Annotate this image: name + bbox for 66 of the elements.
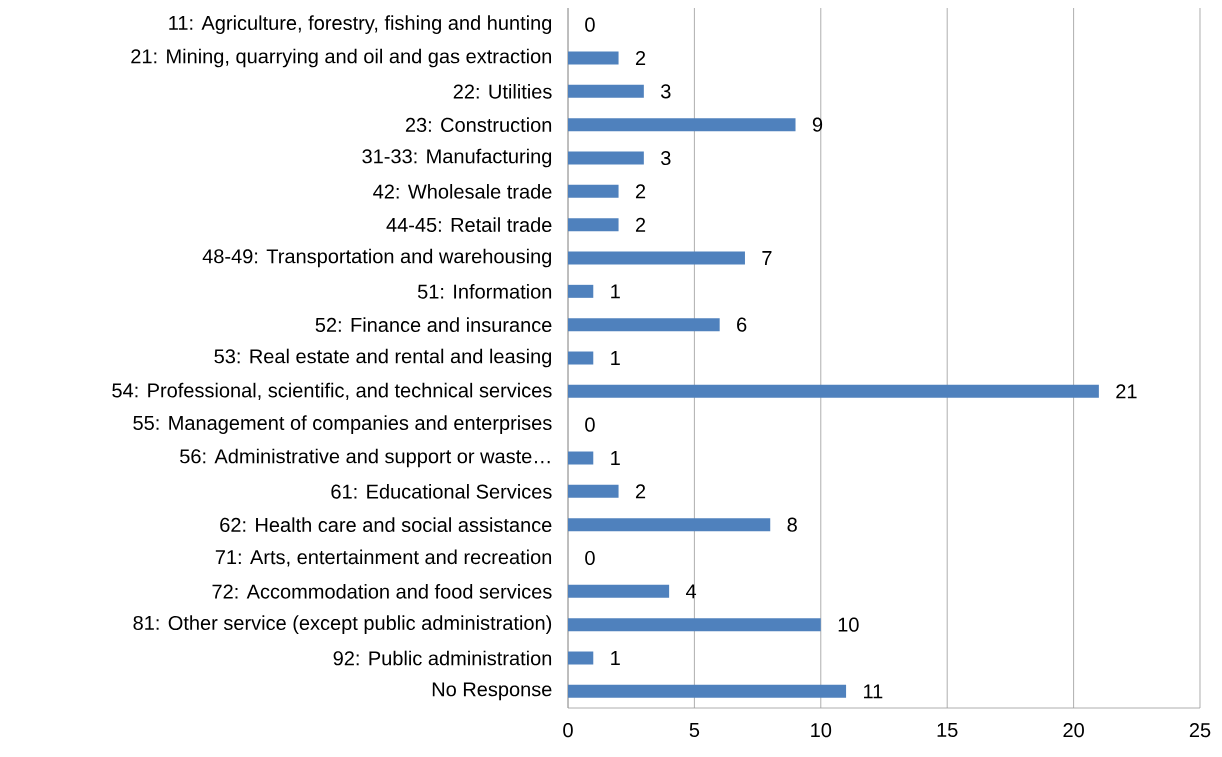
data-label: 2 bbox=[635, 217, 646, 232]
bar bbox=[568, 384, 1099, 398]
bar bbox=[568, 251, 745, 265]
data-label: 10 bbox=[838, 617, 859, 632]
y-tick-label: 62: Health care and social assistance bbox=[220, 517, 552, 533]
y-tick-label: 51: Information bbox=[417, 284, 552, 299]
bar bbox=[568, 684, 847, 698]
x-tick-label: 10 bbox=[811, 723, 832, 738]
y-tick-label: 42: Wholesale trade bbox=[373, 184, 552, 199]
y-tick-label: 72: Accommodation and food services bbox=[212, 584, 552, 599]
bar bbox=[568, 651, 594, 665]
y-tick-label: 55: Management of companies and enterprises bbox=[133, 415, 552, 434]
data-label: 1 bbox=[611, 284, 620, 299]
bar bbox=[568, 318, 720, 332]
data-label: 0 bbox=[585, 17, 595, 32]
y-tick-label: 52: Finance and insurance bbox=[315, 317, 552, 333]
data-label: 7 bbox=[762, 251, 772, 265]
bar bbox=[568, 84, 644, 98]
y-tick-label: 23: Construction bbox=[405, 117, 552, 133]
bar bbox=[568, 184, 619, 198]
x-tick-label: 15 bbox=[937, 723, 958, 738]
x-tick-label: 20 bbox=[1063, 723, 1084, 738]
y-tick-label: 92: Public administration bbox=[333, 650, 552, 666]
bar bbox=[568, 451, 594, 465]
y-tick-label: 81: Other service (except public administration) bbox=[133, 615, 552, 634]
bar bbox=[568, 484, 619, 498]
y-tick-label: 54: Professional, scientific, and technical services bbox=[112, 382, 552, 400]
x-tick-label: 25 bbox=[1189, 723, 1211, 738]
y-tick-label: 61: Educational Services bbox=[331, 484, 552, 499]
y-tick-label: 22: Utilities bbox=[453, 84, 552, 99]
data-label: 4 bbox=[685, 584, 697, 599]
data-label: 11 bbox=[864, 684, 883, 699]
data-label: 1 bbox=[611, 351, 620, 365]
bar bbox=[568, 618, 821, 632]
data-label: 6 bbox=[737, 317, 747, 332]
bar bbox=[568, 518, 771, 532]
bar bbox=[568, 118, 796, 132]
y-tick-label: 56: Administrative and support or waste… bbox=[180, 448, 550, 468]
bar bbox=[568, 584, 670, 598]
y-tick-label: No Response bbox=[432, 682, 552, 701]
y-tick-label: 21: Mining, quarrying and oil and gas extraction bbox=[131, 48, 551, 68]
data-label: 21 bbox=[1116, 384, 1137, 399]
y-tick-label: 31-33: Manufacturing bbox=[362, 148, 552, 168]
y-tick-label: 53: Real estate and rental and leasing bbox=[214, 348, 552, 368]
y-tick-label: 71: Arts, entertainment and recreation bbox=[215, 549, 552, 567]
data-label: 3 bbox=[660, 150, 671, 166]
y-tick-label: 11: Agriculture, forestry, fishing and hunting bbox=[169, 15, 552, 34]
bar bbox=[568, 284, 594, 298]
data-label: 1 bbox=[611, 451, 620, 465]
data-label: 2 bbox=[635, 51, 646, 65]
bar bbox=[568, 218, 619, 232]
data-label: 2 bbox=[635, 484, 646, 499]
data-label: 1 bbox=[611, 651, 620, 665]
data-label: 0 bbox=[585, 417, 595, 432]
data-label: 8 bbox=[787, 517, 797, 532]
bar bbox=[568, 351, 594, 365]
data-label: 2 bbox=[635, 184, 646, 199]
x-tick-label: 5 bbox=[689, 723, 700, 738]
data-label: 0 bbox=[585, 550, 595, 566]
y-tick-label: 44-45: Retail trade bbox=[386, 217, 552, 233]
x-tick-label: 0 bbox=[563, 723, 573, 738]
data-label: 3 bbox=[660, 84, 671, 99]
bar bbox=[568, 51, 619, 65]
y-tick-label: 48-49: Transportation and warehousing bbox=[202, 248, 552, 268]
bar bbox=[568, 151, 644, 165]
data-label: 9 bbox=[812, 117, 823, 132]
